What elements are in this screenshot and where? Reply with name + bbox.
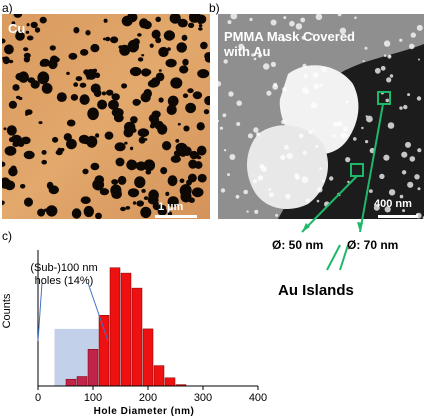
annotation-line-right bbox=[87, 282, 109, 342]
histogram-bar bbox=[164, 377, 176, 387]
histogram-bar bbox=[109, 267, 121, 387]
callout-line-70nm bbox=[359, 103, 384, 233]
scalebar-label-b: 400 nm bbox=[374, 198, 412, 210]
x-tick-label: 200 bbox=[139, 392, 157, 404]
histogram-bar bbox=[142, 328, 154, 387]
x-tick-label: 0 bbox=[35, 392, 41, 404]
x-tick-label: 100 bbox=[84, 392, 102, 404]
sem-title-line1: PMMA Mask Covered bbox=[224, 29, 355, 44]
annotation-line-left bbox=[37, 282, 43, 342]
sem-title-line2: with Au bbox=[224, 44, 271, 59]
histogram-bar bbox=[120, 272, 132, 387]
callout-line-islands-2 bbox=[339, 244, 349, 271]
panel-b-label: b) bbox=[209, 1, 220, 15]
diameter-50nm-label: Ø: 50 nm bbox=[272, 238, 324, 252]
cu-afm-image: Cu 1 µm bbox=[2, 14, 210, 219]
cu-title: Cu bbox=[8, 21, 26, 36]
x-tick-label: 300 bbox=[194, 392, 212, 404]
annotation-line2: holes (14%) bbox=[35, 275, 94, 287]
callout-line-islands-1 bbox=[326, 244, 341, 271]
histogram-bar bbox=[153, 365, 165, 387]
panel-a-label: a) bbox=[2, 1, 13, 15]
scalebar-label-a: 1 µm bbox=[158, 201, 184, 213]
callout-line-50nm bbox=[301, 175, 358, 233]
x-axis-title: Hole Diameter (nm) bbox=[94, 406, 195, 417]
hole-diameter-histogram: 0 100 200 300 400 (Sub-)100 nm holes (14%) C… bbox=[1, 250, 267, 417]
scalebar-line-a bbox=[155, 215, 197, 218]
histogram-bar bbox=[87, 349, 99, 387]
histogram-bar bbox=[131, 287, 143, 387]
y-axis-title: Counts bbox=[1, 293, 13, 328]
au-islands-label: Au Islands bbox=[278, 282, 354, 299]
sem-image: PMMA Mask Covered with Au 400 nm bbox=[218, 14, 424, 219]
histogram-bar bbox=[76, 376, 88, 387]
scalebar-line-b bbox=[378, 215, 418, 218]
histogram-bar bbox=[98, 315, 110, 387]
x-tick-label: 400 bbox=[249, 392, 267, 404]
panel-c-label: c) bbox=[2, 229, 12, 243]
annotation-line1: (Sub-)100 nm bbox=[30, 262, 97, 274]
callout-box-70nm bbox=[377, 91, 391, 105]
histogram-bar bbox=[65, 378, 77, 387]
diameter-70nm-label: Ø: 70 nm bbox=[347, 238, 399, 252]
